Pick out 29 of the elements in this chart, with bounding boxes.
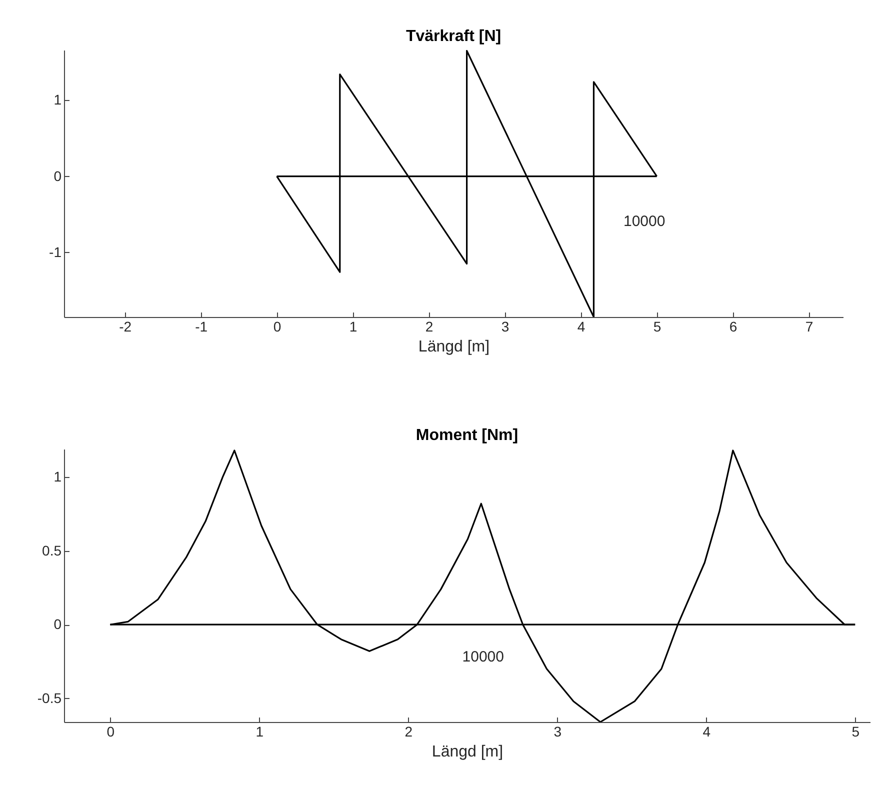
y-tick-label: 1 xyxy=(54,92,62,108)
y-tick-label: 0 xyxy=(54,168,62,184)
x-tick-label: 4 xyxy=(702,724,711,740)
y-tick-label: -0.5 xyxy=(37,690,62,706)
y-tick-label: 1 xyxy=(54,468,62,485)
x-tick-label: 5 xyxy=(653,318,662,334)
y-tick-label: 0 xyxy=(54,616,62,632)
y-tick-label: 0.5 xyxy=(42,542,62,558)
x-tick-label: 3 xyxy=(501,318,510,334)
chart-title: Tvärkraft [N] xyxy=(406,28,502,45)
x-tick-label: 2 xyxy=(425,318,434,334)
annotation: 10000 xyxy=(462,648,504,666)
x-tick-label: -1 xyxy=(195,318,208,334)
x-tick-label: 0 xyxy=(273,318,282,334)
x-tick-label: 6 xyxy=(729,318,738,334)
x-tick-label: 1 xyxy=(349,318,358,334)
x-tick-label: 5 xyxy=(852,724,860,740)
x-tick-label: 0 xyxy=(106,724,115,740)
x-tick-label: 4 xyxy=(577,318,586,334)
annotation: 10000 xyxy=(623,212,666,230)
x-tick-label: 1 xyxy=(256,724,264,740)
y-tick-label: -1 xyxy=(49,244,62,260)
x-tick-label: -2 xyxy=(119,318,132,334)
x-axis-title: Längd [m] xyxy=(418,338,490,356)
x-axis-title: Längd [m] xyxy=(432,744,504,760)
x-tick-label: 2 xyxy=(404,724,413,740)
chart-title: Moment [Nm] xyxy=(416,427,518,444)
x-tick-label: 7 xyxy=(805,318,814,334)
x-tick-label: 3 xyxy=(554,724,562,740)
